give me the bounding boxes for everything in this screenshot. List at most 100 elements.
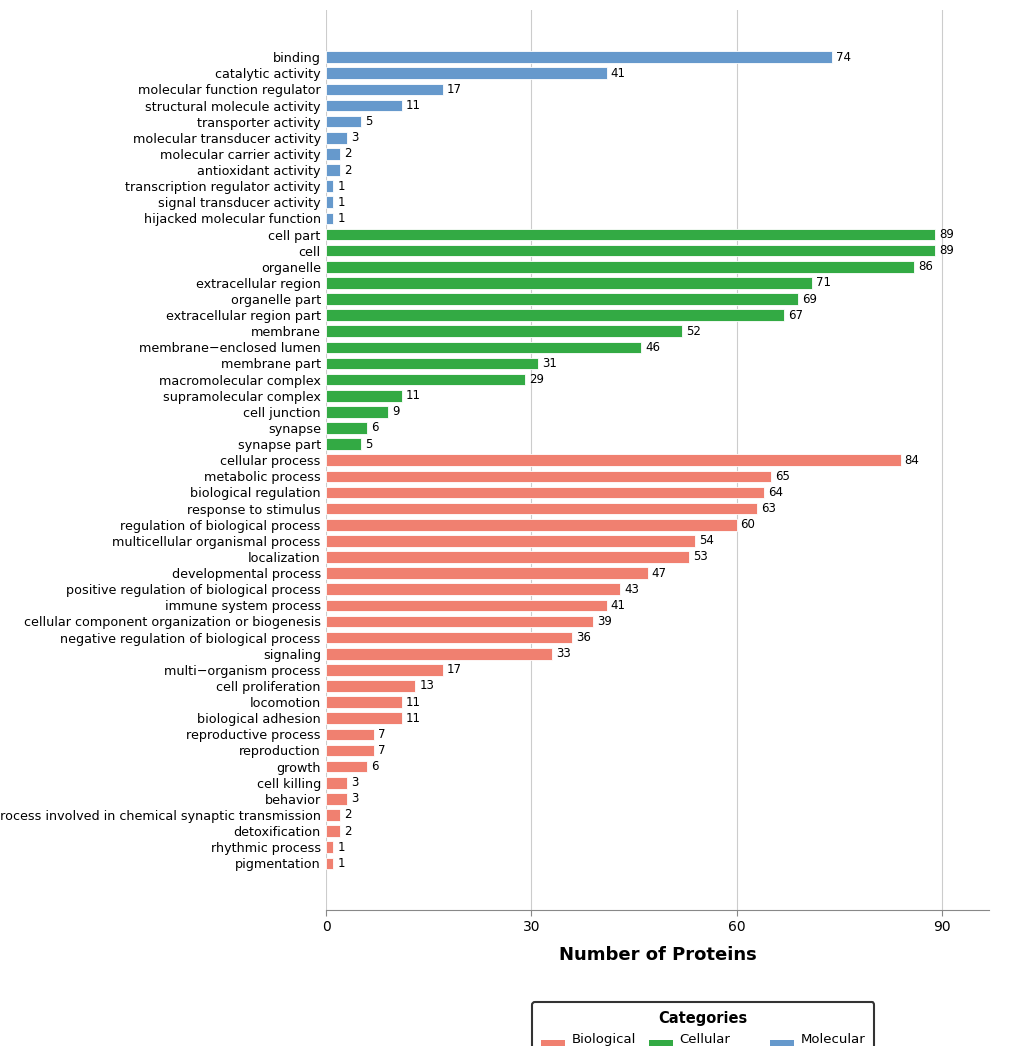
Text: 63: 63 (760, 502, 775, 515)
Bar (326, 599, 606, 611)
Text: 11: 11 (406, 696, 420, 708)
Text: 41: 41 (610, 599, 625, 612)
Bar (326, 132, 346, 143)
Text: 1: 1 (337, 212, 344, 225)
Text: 11: 11 (406, 389, 420, 403)
Text: 5: 5 (365, 437, 372, 451)
Bar (326, 197, 333, 208)
Bar (326, 373, 524, 385)
Bar (326, 632, 572, 643)
Bar (326, 310, 784, 321)
Text: 13: 13 (419, 680, 434, 692)
Text: 29: 29 (528, 373, 543, 386)
Text: 2: 2 (343, 824, 352, 838)
Text: 11: 11 (406, 99, 420, 112)
Text: 53: 53 (692, 550, 707, 564)
Text: 84: 84 (904, 454, 918, 467)
Bar (326, 277, 811, 289)
Text: 41: 41 (610, 67, 625, 79)
Text: 71: 71 (815, 276, 829, 290)
Bar (326, 793, 346, 804)
Text: 1: 1 (337, 196, 344, 209)
Text: 43: 43 (624, 583, 639, 596)
Bar (326, 260, 913, 273)
Bar (326, 777, 346, 789)
Bar (326, 486, 763, 498)
Text: 54: 54 (699, 535, 713, 547)
Text: 89: 89 (937, 228, 953, 241)
Text: 5: 5 (365, 115, 372, 129)
Bar (326, 858, 333, 869)
Bar (326, 84, 442, 95)
Text: 74: 74 (836, 50, 851, 64)
Bar (326, 760, 367, 772)
Text: 2: 2 (343, 163, 352, 177)
Text: 69: 69 (801, 293, 816, 305)
Text: 11: 11 (406, 711, 420, 725)
Bar (326, 149, 339, 160)
Bar (326, 406, 387, 417)
Text: 3: 3 (351, 776, 358, 790)
Text: 3: 3 (351, 792, 358, 805)
Bar (326, 164, 339, 176)
X-axis label: Number of Proteins: Number of Proteins (558, 946, 756, 963)
Text: 39: 39 (596, 615, 611, 628)
Bar (326, 519, 736, 530)
Bar (326, 471, 770, 482)
Bar (326, 567, 647, 578)
Text: 64: 64 (767, 486, 783, 499)
Text: 1: 1 (337, 841, 344, 854)
Text: 1: 1 (337, 180, 344, 192)
Bar (326, 325, 681, 337)
Bar (326, 664, 442, 676)
Bar (326, 342, 640, 354)
Bar (326, 293, 797, 304)
Bar (326, 99, 401, 111)
Bar (326, 616, 592, 628)
Text: 6: 6 (371, 422, 379, 434)
Bar (326, 647, 551, 660)
Text: 47: 47 (651, 567, 666, 579)
Bar (326, 810, 339, 821)
Text: 60: 60 (740, 518, 755, 531)
Text: 52: 52 (685, 324, 700, 338)
Bar (326, 584, 620, 595)
Bar (326, 245, 933, 256)
Text: 33: 33 (555, 647, 571, 660)
Bar (326, 503, 756, 515)
Text: 7: 7 (378, 744, 385, 757)
Text: 46: 46 (644, 341, 659, 354)
Text: 6: 6 (371, 760, 379, 773)
Text: 1: 1 (337, 857, 344, 870)
Legend: Biological
Process, Cellular
Component, Molecular
Function: Biological Process, Cellular Component, … (531, 1002, 873, 1046)
Bar (326, 454, 900, 467)
Bar (326, 438, 361, 450)
Bar (326, 680, 415, 691)
Bar (326, 697, 401, 708)
Bar (326, 212, 333, 224)
Bar (326, 358, 538, 369)
Text: 36: 36 (576, 631, 591, 644)
Bar (326, 423, 367, 434)
Text: 3: 3 (351, 131, 358, 144)
Bar (326, 51, 832, 63)
Text: 86: 86 (917, 260, 932, 273)
Bar (326, 745, 374, 756)
Bar (326, 551, 688, 563)
Bar (326, 841, 333, 852)
Text: 7: 7 (378, 728, 385, 741)
Text: 67: 67 (788, 309, 803, 321)
Bar (326, 68, 606, 79)
Text: 9: 9 (391, 406, 399, 418)
Bar (326, 728, 374, 741)
Bar (326, 180, 333, 192)
Bar (326, 825, 339, 837)
Text: 17: 17 (446, 663, 462, 677)
Text: 31: 31 (542, 357, 556, 370)
Text: 89: 89 (937, 244, 953, 257)
Bar (326, 536, 695, 547)
Bar (326, 390, 401, 402)
Text: 17: 17 (446, 83, 462, 96)
Text: 2: 2 (343, 809, 352, 821)
Bar (326, 712, 401, 724)
